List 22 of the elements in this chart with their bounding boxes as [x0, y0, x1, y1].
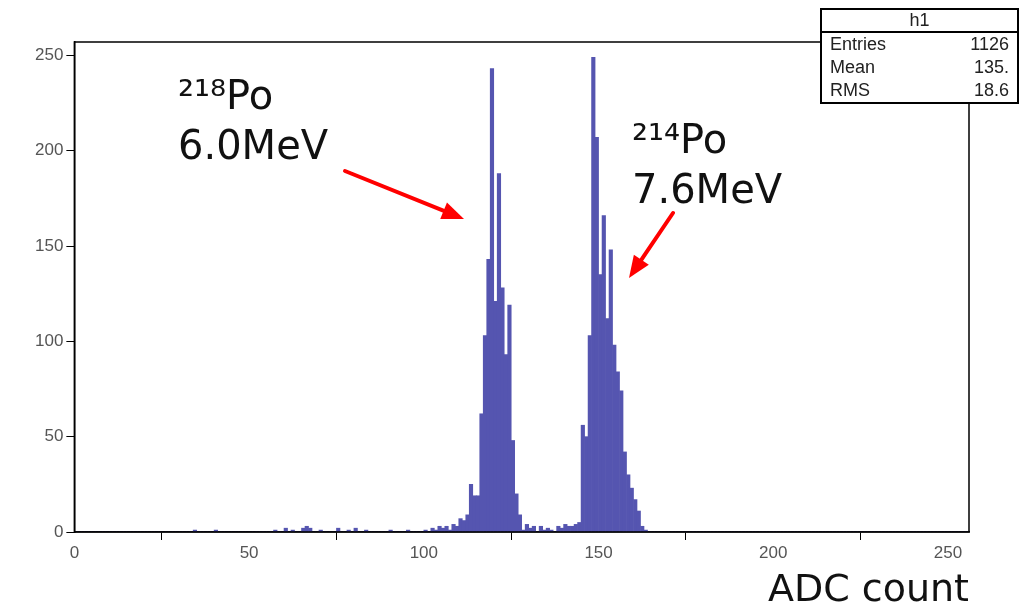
- y-tick-label: 150: [34, 235, 64, 255]
- y-tick-label: 100: [34, 331, 64, 351]
- text: 18.6: [973, 80, 1009, 101]
- x-axis-title: ADC count: [767, 566, 969, 611]
- x-tick-label: 200: [759, 542, 788, 562]
- annotation: Entries: [830, 34, 887, 55]
- annotation: ²¹⁸Po 6.0MeV: [178, 71, 329, 170]
- text: 135.: [973, 57, 1009, 78]
- x-tick-label: 150: [584, 542, 613, 562]
- x-tick-label: 250: [933, 542, 963, 562]
- annotation: RMS: [830, 80, 870, 101]
- text: 1126: [970, 34, 1009, 55]
- text: h1: [822, 10, 1017, 33]
- x-tick-label: 0: [69, 542, 80, 562]
- annotation: ²¹⁴Po 7.6MeV: [632, 115, 783, 214]
- y-tick-label: 50: [44, 426, 64, 446]
- y-tick-label: 200: [34, 140, 64, 160]
- x-tick-label: 50: [239, 542, 259, 562]
- y-tick-label: 0: [53, 521, 64, 541]
- y-tick-label: 250: [34, 45, 64, 65]
- x-tick-label: 100: [409, 542, 439, 562]
- annotation: Mean: [830, 57, 876, 78]
